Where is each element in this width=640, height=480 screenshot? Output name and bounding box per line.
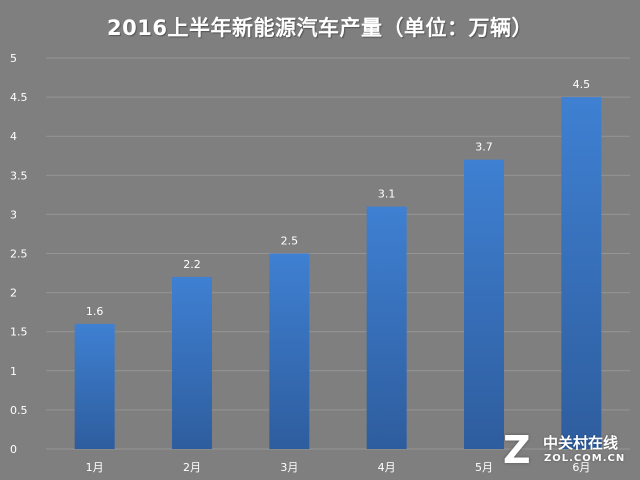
y-tick-label: 1 [10,365,17,378]
data-label: 4.5 [573,78,591,91]
bar [74,323,115,449]
y-tick-label: 3.5 [10,169,28,182]
bar [269,253,310,449]
x-tick-label: 1月 [86,461,104,474]
y-tick-label: 0 [10,443,17,456]
y-tick-label: 0.5 [10,404,28,417]
x-tick-label: 3月 [280,461,298,474]
data-label: 3.1 [378,188,396,201]
y-tick-label: 1.5 [10,326,28,339]
data-label: 2.5 [281,235,299,248]
data-label: 3.7 [475,141,493,154]
y-tick-label: 2 [10,287,17,300]
data-label: 2.2 [183,258,201,271]
x-tick-label: 6月 [572,461,590,474]
chart-title: 2016上半年新能源汽车产量（单位：万辆） [107,16,533,40]
bars [74,97,602,449]
bar [366,206,407,449]
y-tick-label: 4.5 [10,91,28,104]
y-axis-ticks: 0 0.5 1 1.5 2 2.5 3 3.5 4 4.5 5 [10,52,28,456]
watermark-text-cn: 中关村在线 [543,434,619,452]
y-tick-label: 2.5 [10,248,28,261]
y-tick-label: 5 [10,52,17,65]
data-labels: 1.6 2.2 2.5 3.1 3.7 4.5 [86,78,590,318]
bar [464,159,504,449]
y-tick-label: 4 [10,130,17,143]
y-tick-label: 3 [10,208,17,221]
x-tick-label: 4月 [378,461,396,474]
bar [172,276,212,449]
watermark-text-en: ZOL.COM.CN [544,453,626,464]
zol-logo-icon: Z [503,428,531,472]
x-tick-label: 2月 [183,461,201,474]
gridlines [46,57,630,450]
x-tick-label: 5月 [475,461,493,474]
data-label: 1.6 [86,305,104,318]
x-axis-ticks: 1月 2月 3月 4月 5月 6月 [86,461,591,474]
bar [561,97,602,449]
watermark: Z 中关村在线 ZOL.COM.CN [503,428,635,474]
